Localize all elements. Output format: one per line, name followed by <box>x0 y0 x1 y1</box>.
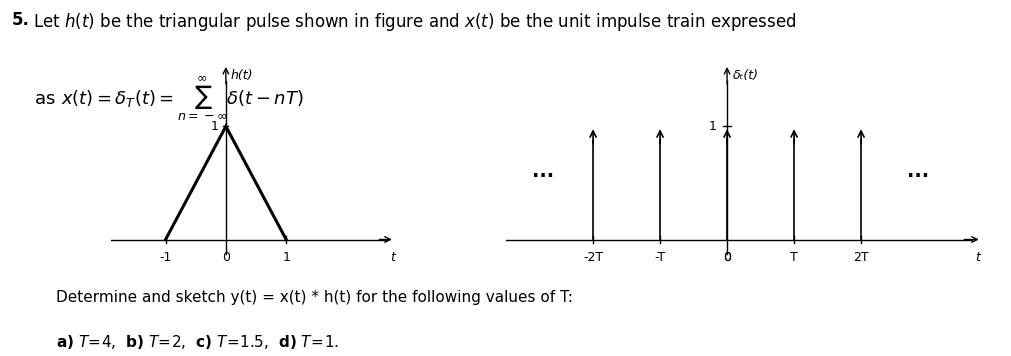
Text: δₜ(t): δₜ(t) <box>732 69 757 82</box>
Text: Let $h(t)$ be the triangular pulse shown in figure and $x(t)$ be the unit impuls: Let $h(t)$ be the triangular pulse shown… <box>12 11 796 33</box>
Text: 0: 0 <box>221 251 229 264</box>
Text: as $x(t) = \delta_T(t) = \sum_{n=-\infty}^{\infty} \delta(t - nT)$: as $x(t) = \delta_T(t) = \sum_{n=-\infty… <box>12 75 303 123</box>
Text: 0: 0 <box>722 251 730 264</box>
Text: Determine and sketch y(t) = x(t) * h(t) for the following values of T:: Determine and sketch y(t) = x(t) * h(t) … <box>56 290 572 305</box>
Text: -2T: -2T <box>582 251 603 264</box>
Text: h(t): h(t) <box>231 69 253 82</box>
Text: T: T <box>790 251 797 264</box>
Text: 1: 1 <box>210 120 218 133</box>
Text: ...: ... <box>906 162 928 181</box>
Text: 1: 1 <box>709 120 717 133</box>
Text: ...: ... <box>531 162 553 181</box>
Text: 1: 1 <box>282 251 290 264</box>
Text: $\mathbf{a)}$ $T\!=\!4$,  $\mathbf{b)}$ $T\!=\!2$,  $\mathbf{c)}$ $T\!=\!1.5$,  : $\mathbf{a)}$ $T\!=\!4$, $\mathbf{b)}$ $… <box>56 333 339 351</box>
Text: 0: 0 <box>722 251 730 264</box>
Text: 2T: 2T <box>852 251 868 264</box>
Text: t: t <box>390 251 395 264</box>
Text: 5.: 5. <box>12 11 30 29</box>
Text: t: t <box>975 251 980 264</box>
Text: -T: -T <box>654 251 665 264</box>
Text: -1: -1 <box>160 251 172 264</box>
